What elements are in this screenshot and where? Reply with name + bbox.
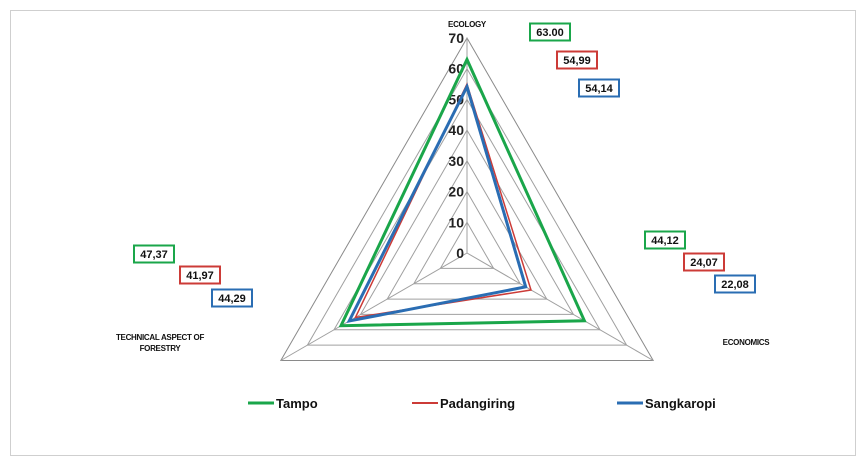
- legend-item-sangkaropi: Sangkaropi: [617, 396, 716, 411]
- data-label-sangkaropi: 44,29: [211, 288, 253, 308]
- grid-ring: [439, 221, 495, 269]
- axis-label-economics: ECONOMICS: [723, 338, 771, 347]
- data-label-sangkaropi: 54,14: [578, 78, 620, 98]
- svg-text:44,12: 44,12: [651, 235, 679, 247]
- axis-spoke: [280, 252, 468, 361]
- tick-label: 70: [448, 30, 464, 46]
- series-sangkaropi: [346, 82, 528, 324]
- legend-item-tampo: Tampo: [248, 396, 318, 411]
- svg-text:Sangkaropi: Sangkaropi: [645, 396, 716, 411]
- svg-text:63.00: 63.00: [536, 27, 564, 39]
- data-label-padangiring: 54,99: [556, 50, 598, 70]
- tick-label: 40: [448, 122, 464, 138]
- data-label-sangkaropi: 22,08: [714, 274, 756, 294]
- grid-ring: [306, 67, 628, 346]
- data-label-padangiring: 41,97: [179, 265, 221, 285]
- svg-text:Tampo: Tampo: [276, 396, 318, 411]
- tick-label: 10: [448, 214, 464, 230]
- data-labels: 63.00 44,12 47,37 54,99 24,07 41,97 54,14 22,08…: [133, 22, 756, 308]
- radar-grid: [279, 37, 655, 361]
- svg-text:41,97: 41,97: [186, 270, 214, 282]
- legend-item-padangiring: Padangiring: [412, 396, 515, 411]
- svg-text:22,08: 22,08: [721, 279, 749, 291]
- data-label-tampo: 63.00: [529, 22, 571, 42]
- tick-label: 20: [448, 184, 464, 200]
- axis-label-technical-aspect-of-forestry: TECHNICAL ASPECT OF FORESTRY: [116, 333, 204, 353]
- svg-text:Padangiring: Padangiring: [440, 396, 515, 411]
- tick-label: 0: [456, 245, 464, 261]
- grid-ring: [279, 37, 655, 361]
- svg-text:24,07: 24,07: [690, 257, 718, 269]
- data-label-tampo: 47,37: [133, 244, 175, 264]
- data-label-padangiring: 24,07: [683, 252, 725, 272]
- svg-text:44,29: 44,29: [218, 293, 246, 305]
- grid-ring: [333, 98, 601, 331]
- series-padangiring: [354, 82, 532, 319]
- svg-text:54,99: 54,99: [563, 55, 591, 67]
- grid-ring: [412, 190, 522, 285]
- axis-spoke: [466, 252, 654, 361]
- grid-ring: [359, 129, 575, 315]
- svg-text:54,14: 54,14: [585, 83, 613, 95]
- data-label-tampo: 44,12: [644, 230, 686, 250]
- legend: Tampo Padangiring Sangkaropi: [248, 396, 716, 411]
- axis-label-ecology: ECOLOGY: [448, 20, 487, 29]
- tick-label: 30: [448, 153, 464, 169]
- svg-text:47,37: 47,37: [140, 249, 168, 261]
- axis-labels: ECOLOGY ECONOMICS TECHNICAL ASPECT OF FOR…: [116, 20, 771, 353]
- chart-frame: [10, 10, 856, 456]
- series-tampo: [338, 55, 587, 328]
- series-lines: [338, 55, 587, 328]
